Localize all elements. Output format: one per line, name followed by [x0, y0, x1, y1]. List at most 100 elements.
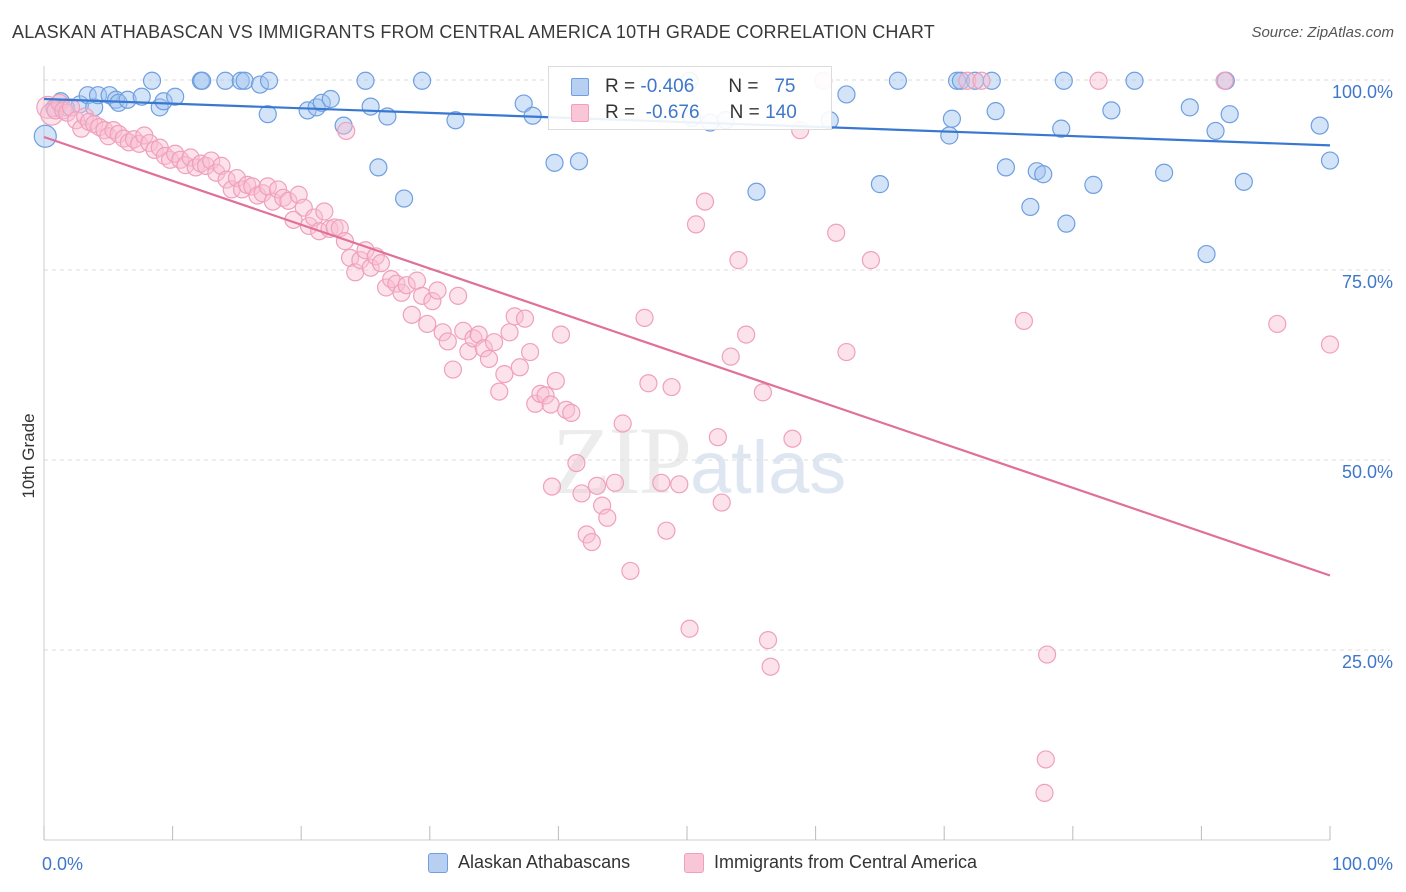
- legend-swatch-pink: [571, 104, 589, 122]
- point-alaskan-64: [1084, 175, 1103, 194]
- point-central-america-130: [761, 657, 780, 676]
- point-central-america-131: [783, 429, 802, 448]
- point-alaskan-19: [216, 71, 235, 90]
- point-central-america-122: [686, 215, 706, 234]
- point-central-america-36: [212, 156, 231, 175]
- point-central-america-96: [521, 342, 540, 362]
- point-alaskan-21: [235, 71, 254, 90]
- point-central-america-134: [837, 342, 856, 362]
- point-alaskan-55: [982, 71, 1001, 90]
- point-central-america-128: [753, 383, 772, 402]
- point-alaskan-45: [747, 182, 766, 201]
- point-central-america-76: [418, 314, 437, 334]
- point-central-america-65: [361, 258, 380, 277]
- y-tick-label-2: 50.0%: [1342, 462, 1393, 482]
- point-central-america-118: [657, 521, 676, 540]
- point-central-america-95: [515, 309, 535, 328]
- point-alaskan-73: [1234, 172, 1253, 191]
- point-alaskan-12: [132, 87, 151, 106]
- point-central-america-115: [635, 308, 654, 327]
- point-alaskan-15: [154, 92, 173, 111]
- legend-n-value: 140: [765, 102, 797, 123]
- point-central-america-94: [510, 358, 529, 377]
- point-central-america-139: [1037, 645, 1057, 664]
- correlation-legend: R = -0.406 N = 75 R = -0.676 N = 140: [548, 66, 832, 130]
- point-central-america-83: [454, 321, 473, 340]
- point-central-america-100: [541, 395, 560, 414]
- point-central-america-60: [335, 232, 355, 251]
- point-alaskan-75: [1320, 151, 1340, 170]
- point-central-america-42: [243, 177, 262, 196]
- point-central-america-125: [712, 493, 731, 512]
- point-alaskan-63: [1057, 214, 1076, 233]
- point-alaskan-60: [1034, 165, 1053, 184]
- point-alaskan-35: [412, 71, 432, 90]
- point-alaskan-48: [870, 175, 890, 194]
- point-central-america-129: [758, 631, 778, 650]
- point-alaskan-56: [986, 102, 1005, 121]
- point-alaskan-72: [1220, 105, 1239, 124]
- point-central-america-149: [542, 477, 562, 496]
- point-central-america-54: [304, 208, 324, 227]
- point-central-america-112: [605, 473, 625, 492]
- point-alaskan-39: [545, 153, 564, 172]
- legend-item-central-america: Immigrants from Central America: [684, 852, 977, 873]
- point-alaskan-70: [1206, 121, 1225, 141]
- axes: [43, 66, 1331, 841]
- x-tick-label-1: 100.0%: [1332, 854, 1393, 874]
- point-central-america-88: [479, 349, 499, 369]
- point-alaskan-50: [940, 126, 959, 145]
- point-central-america-138: [1035, 783, 1054, 802]
- legend-n-label: N =: [728, 76, 759, 97]
- point-alaskan-13: [142, 71, 162, 90]
- point-alaskan-68: [1180, 98, 1199, 117]
- point-alaskan-34: [394, 189, 414, 208]
- legend-row-pink: R = -0.676 N = 140: [571, 101, 797, 125]
- point-central-america-120: [670, 475, 689, 494]
- point-central-america-127: [737, 325, 756, 344]
- point-alaskan-11: [118, 90, 137, 109]
- point-alaskan-31: [361, 97, 380, 116]
- legend-r-label: R =: [605, 76, 636, 97]
- point-alaskan-20: [231, 71, 250, 90]
- point-central-america-121: [680, 619, 699, 638]
- watermark-atlas: atlas: [690, 426, 847, 509]
- point-alaskan-22: [250, 75, 270, 94]
- legend-swatch-alaskan: [428, 852, 448, 873]
- y-axis-label: 10th Grade: [19, 413, 38, 498]
- point-central-america-147: [972, 71, 991, 90]
- point-alaskan-67: [1155, 163, 1174, 182]
- point-alaskan-0: [33, 124, 57, 148]
- point-central-america-109: [587, 476, 607, 495]
- point-central-america-143: [1320, 335, 1340, 354]
- point-alaskan-23: [259, 71, 279, 90]
- point-central-america-140: [1089, 71, 1108, 90]
- point-central-america-33: [196, 156, 216, 175]
- point-central-america-146: [958, 71, 977, 90]
- legend-row-blue: R = -0.406 N = 75: [571, 75, 795, 99]
- point-central-america-133: [827, 223, 846, 242]
- point-alaskan-28: [321, 89, 340, 109]
- point-alaskan-49: [888, 71, 908, 90]
- y-tick-label-3: 25.0%: [1342, 652, 1393, 672]
- point-central-america-103: [557, 400, 576, 419]
- point-central-america-48: [274, 188, 293, 207]
- y-tick-label-1: 75.0%: [1342, 272, 1393, 292]
- point-alaskan-58: [1021, 197, 1040, 217]
- y-tick-label-0: 100.0%: [1332, 82, 1393, 102]
- point-central-america-87: [474, 339, 493, 358]
- point-central-america-63: [351, 251, 370, 270]
- point-central-america-11: [85, 114, 104, 134]
- point-central-america-99: [536, 386, 555, 405]
- point-alaskan-69: [1197, 244, 1216, 264]
- point-central-america-144: [729, 251, 748, 270]
- point-central-america-111: [598, 508, 617, 527]
- point-central-america-80: [438, 332, 457, 351]
- legend-n-value: 75: [774, 76, 796, 97]
- point-central-america-89: [485, 333, 504, 352]
- point-central-america-104: [562, 403, 581, 422]
- legend-swatch-blue: [571, 78, 589, 96]
- legend-label-central-america: Immigrants from Central America: [714, 852, 978, 872]
- series-alaskan-athabascans: [33, 71, 1340, 264]
